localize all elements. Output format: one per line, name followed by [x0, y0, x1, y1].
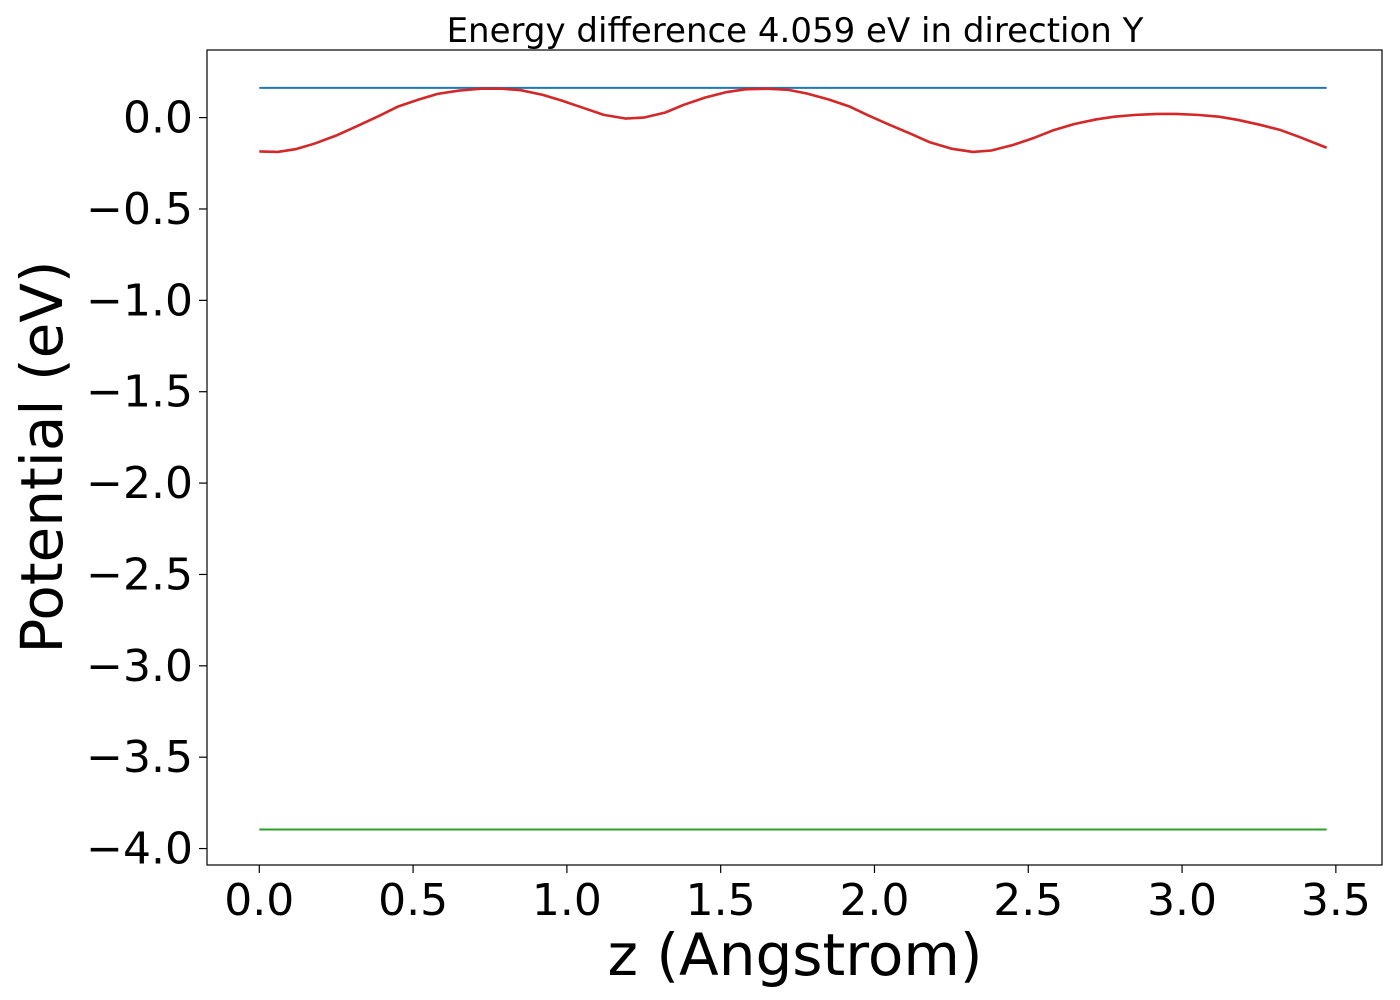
y-axis-label: Potential (eV) [8, 260, 76, 653]
x-tick-label: 0.0 [224, 875, 294, 926]
x-tick-label: 3.0 [1147, 875, 1217, 926]
plot-area [206, 49, 1383, 866]
y-tick-label: −3.0 [86, 641, 193, 692]
y-tick-label: −1.5 [86, 367, 193, 418]
y-tick-label: −4.0 [86, 824, 193, 875]
y-tick-label: −2.5 [86, 549, 193, 600]
x-tick-label: 0.5 [378, 875, 448, 926]
y-tick-label: −2.0 [86, 458, 193, 509]
x-tick-label: 3.5 [1301, 875, 1371, 926]
x-axis-label: z (Angstrom) [608, 921, 983, 989]
series-line-2 [259, 87, 1328, 154]
x-tick-label: 2.0 [839, 875, 909, 926]
y-axis-ticks: 0.0 −0.5 −1.0 −1.5 −2.0 −2.5 −3.0 −3.5 −4.0 [86, 93, 207, 875]
series-layer [259, 86, 1328, 831]
y-tick-label: −3.5 [86, 732, 193, 783]
x-tick-label: 1.5 [686, 875, 756, 926]
x-axis-ticks: 0.0 0.5 1.0 1.5 2.0 2.5 3.0 3.5 [224, 865, 1371, 926]
chart-title: Energy difference 4.059 eV in direction … [447, 11, 1144, 51]
y-tick-label: −1.0 [86, 275, 193, 326]
y-tick-label: 0.0 [123, 93, 193, 144]
x-tick-label: 2.5 [993, 875, 1063, 926]
y-tick-label: −0.5 [86, 184, 193, 235]
x-tick-label: 1.0 [532, 875, 602, 926]
